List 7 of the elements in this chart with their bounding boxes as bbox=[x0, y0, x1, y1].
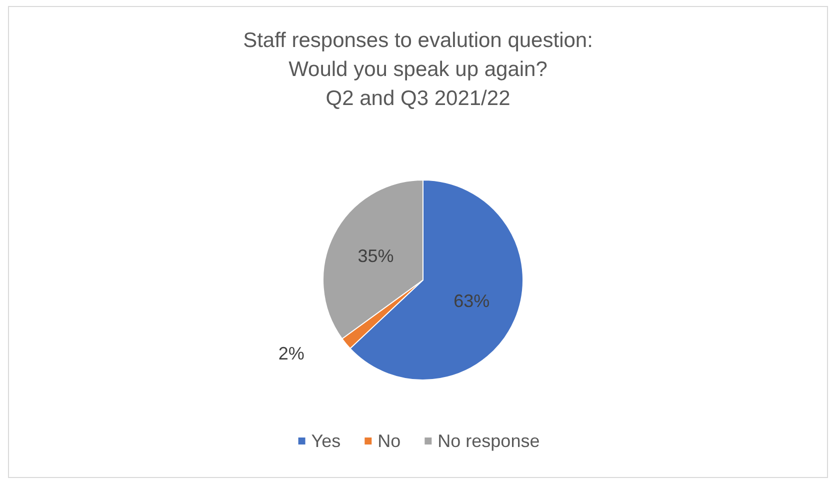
legend-label: No response bbox=[438, 431, 540, 451]
legend-label: Yes bbox=[311, 431, 341, 451]
chart-title: Staff responses to evalution question: Would you speak up again? Q2 and Q3 2021/22 bbox=[243, 29, 593, 110]
data-label: 2% bbox=[278, 343, 304, 364]
legend-label: No bbox=[378, 431, 401, 451]
data-label: 35% bbox=[358, 246, 394, 266]
data-label: 63% bbox=[454, 291, 490, 312]
